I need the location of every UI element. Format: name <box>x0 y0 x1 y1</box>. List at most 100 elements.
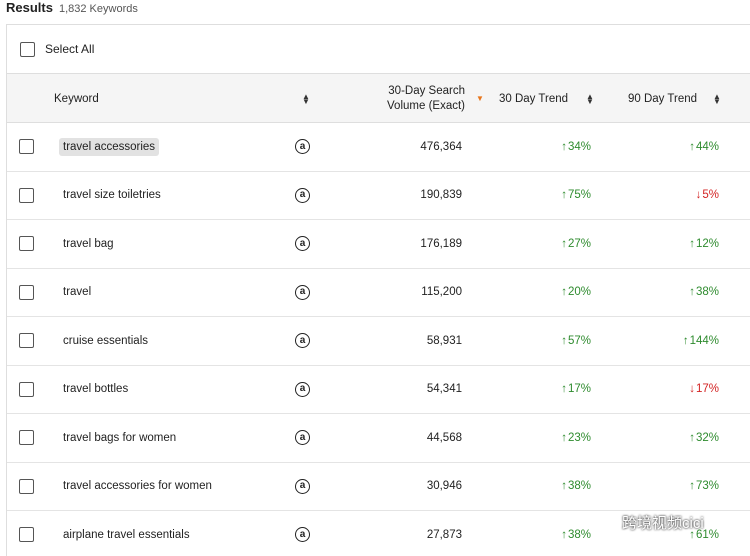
amazon-logo-icon[interactable]: a <box>295 430 310 446</box>
keyword-text[interactable]: travel <box>63 286 92 299</box>
amazon-logo-icon[interactable]: a <box>295 478 310 494</box>
column-header-trend90[interactable]: 90 Day Trend <box>628 92 698 105</box>
amazon-cell: a <box>295 220 310 268</box>
trend-up-arrow-icon: ↑ <box>561 528 567 541</box>
sort-arrows-icon: ▲ ▼ <box>302 91 310 106</box>
trend30-value: ↑ 75% <box>527 172 591 220</box>
trend30-percent: 20% <box>567 286 591 299</box>
keyword-cell: travel size toiletries <box>59 172 279 220</box>
trend30-value: ↑ 57% <box>527 317 591 365</box>
sort-trend30-button[interactable]: ▲ ▼ <box>586 74 594 123</box>
amazon-logo-icon[interactable]: a <box>295 187 310 203</box>
trend90-percent: 12% <box>695 237 719 250</box>
column-header-volume-line1: 30-Day Search <box>388 84 465 97</box>
trend-up-arrow-icon: ↑ <box>689 528 695 541</box>
trend30-value: ↑ 27% <box>527 220 591 268</box>
search-volume: 115,200 <box>421 286 462 299</box>
table-row: travel size toiletries a 190,839 ↑ 75% ↓ 5% <box>7 172 750 220</box>
trend30-value: ↑ 38% <box>527 463 591 511</box>
sort-trend90-button[interactable]: ▲ ▼ <box>713 74 721 123</box>
select-all-row: Select All <box>7 25 750 74</box>
trend-up-arrow-icon: ↑ <box>689 431 695 444</box>
row-checkbox-cell <box>19 511 34 556</box>
keyword-cell: cruise essentials <box>59 317 279 365</box>
amazon-logo-icon[interactable]: a <box>295 333 310 349</box>
trend30-value: ↑ 34% <box>527 123 591 171</box>
row-checkbox[interactable] <box>19 478 34 494</box>
amazon-logo-icon[interactable]: a <box>295 236 310 252</box>
amazon-cell: a <box>295 366 310 414</box>
trend90-percent: 144% <box>689 334 719 347</box>
amazon-logo-icon[interactable]: a <box>295 381 310 397</box>
trend-up-arrow-icon: ↑ <box>689 140 695 153</box>
trend90-value: ↑ 32% <box>657 414 719 462</box>
search-volume: 58,931 <box>426 334 462 347</box>
results-panel: Select All Keyword ▲ ▼ 30-Day Search Volu… <box>6 24 750 556</box>
row-checkbox-cell <box>19 269 34 317</box>
amazon-logo-icon[interactable]: a <box>295 527 310 543</box>
trend30-percent: 34% <box>567 140 591 153</box>
trend90-percent: 5% <box>702 189 719 202</box>
sort-desc-icon: ▼ <box>476 94 484 103</box>
keyword-text[interactable]: travel accessories <box>59 137 160 156</box>
row-checkbox[interactable] <box>19 430 34 446</box>
amazon-logo-icon[interactable]: a <box>295 284 310 300</box>
search-volume: 176,189 <box>420 237 462 250</box>
keyword-text[interactable]: travel size toiletries <box>63 189 161 202</box>
trend90-value: ↑ 144% <box>657 317 719 365</box>
sort-arrows-icon: ▲ ▼ <box>586 91 594 106</box>
trend90-value: ↓ 5% <box>657 172 719 220</box>
table-row: travel accessories for women a 30,946 ↑ 38% ↑… <box>7 463 750 511</box>
search-volume: 54,341 <box>426 383 462 396</box>
table-row: travel bags for women a 44,568 ↑ 23% ↑ 32% <box>7 414 750 463</box>
keyword-cell: travel <box>59 269 279 317</box>
select-all-checkbox[interactable] <box>20 41 35 57</box>
trend30-percent: 57% <box>567 334 591 347</box>
keyword-text[interactable]: travel bag <box>63 237 114 250</box>
sort-volume-button[interactable]: ▼ <box>476 74 484 123</box>
row-checkbox-cell <box>19 317 34 365</box>
row-checkbox[interactable] <box>19 381 34 397</box>
keyword-cell: travel bottles <box>59 366 279 414</box>
results-title: Results <box>6 0 53 15</box>
column-header-trend30[interactable]: 30 Day Trend <box>499 92 569 105</box>
trend-up-arrow-icon: ↑ <box>561 189 567 202</box>
keyword-text[interactable]: cruise essentials <box>63 334 149 347</box>
keyword-text[interactable]: travel bottles <box>63 383 129 396</box>
trend30-percent: 38% <box>567 480 591 493</box>
column-header-keyword[interactable]: Keyword <box>54 92 99 105</box>
trend-up-arrow-icon: ↑ <box>689 286 695 299</box>
row-checkbox[interactable] <box>19 284 34 300</box>
row-checkbox[interactable] <box>19 139 34 155</box>
amazon-logo-icon[interactable]: a <box>295 139 310 155</box>
keyword-cell: travel bags for women <box>59 414 279 462</box>
trend30-percent: 75% <box>567 189 591 202</box>
row-checkbox[interactable] <box>19 187 34 203</box>
trend90-percent: 44% <box>695 140 719 153</box>
row-checkbox[interactable] <box>19 236 34 252</box>
amazon-cell: a <box>295 317 310 365</box>
table-row: travel a 115,200 ↑ 20% ↑ 38% <box>7 269 750 317</box>
trend90-value: ↑ 44% <box>657 123 719 171</box>
keyword-text[interactable]: travel accessories for women <box>63 480 212 493</box>
row-checkbox[interactable] <box>19 333 34 349</box>
keyword-text[interactable]: travel bags for women <box>63 431 177 444</box>
row-checkbox-cell <box>19 366 34 414</box>
amazon-cell: a <box>295 172 310 220</box>
trend90-percent: 73% <box>695 480 719 493</box>
sort-keyword-button[interactable]: ▲ ▼ <box>302 74 310 123</box>
trend-up-arrow-icon: ↑ <box>561 334 567 347</box>
trend90-value: ↑ 73% <box>657 463 719 511</box>
trend30-percent: 38% <box>567 528 591 541</box>
sort-arrows-icon: ▲ ▼ <box>713 91 721 106</box>
trend-up-arrow-icon: ↑ <box>561 431 567 444</box>
keyword-text[interactable]: airplane travel essentials <box>63 528 190 541</box>
trend-up-arrow-icon: ↑ <box>561 383 567 396</box>
row-checkbox[interactable] <box>19 527 34 543</box>
search-volume: 30,946 <box>426 480 462 493</box>
wechat-icon <box>592 513 616 531</box>
trend-up-arrow-icon: ↑ <box>561 140 567 153</box>
column-header-volume[interactable]: 30-Day Search Volume (Exact) <box>365 74 465 123</box>
trend-down-arrow-icon: ↓ <box>695 189 702 202</box>
trend-up-arrow-icon: ↑ <box>682 334 689 347</box>
